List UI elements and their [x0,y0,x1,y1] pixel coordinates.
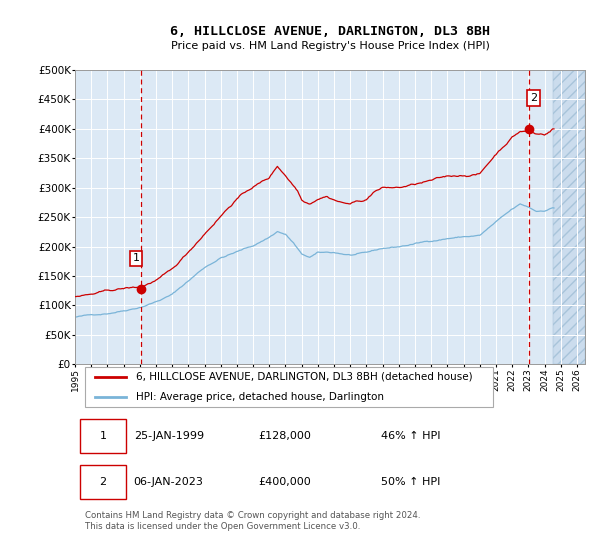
Text: 06-JAN-2023: 06-JAN-2023 [134,477,203,487]
Text: £400,000: £400,000 [259,477,311,487]
Text: 6, HILLCLOSE AVENUE, DARLINGTON, DL3 8BH (detached house): 6, HILLCLOSE AVENUE, DARLINGTON, DL3 8BH… [136,372,473,382]
Text: HPI: Average price, detached house, Darlington: HPI: Average price, detached house, Darl… [136,392,384,402]
Text: 1: 1 [100,431,107,441]
FancyBboxPatch shape [80,465,126,499]
Text: 2: 2 [100,477,107,487]
Bar [85,367,493,407]
Text: 2: 2 [530,94,537,103]
FancyBboxPatch shape [80,419,126,454]
Text: 46% ↑ HPI: 46% ↑ HPI [381,431,440,441]
Text: £128,000: £128,000 [259,431,311,441]
Text: 50% ↑ HPI: 50% ↑ HPI [381,477,440,487]
Text: 6, HILLCLOSE AVENUE, DARLINGTON, DL3 8BH: 6, HILLCLOSE AVENUE, DARLINGTON, DL3 8BH [170,25,490,38]
Text: Contains HM Land Registry data © Crown copyright and database right 2024.
This d: Contains HM Land Registry data © Crown c… [85,511,421,531]
Text: 1: 1 [133,253,140,263]
Text: 25-JAN-1999: 25-JAN-1999 [134,431,204,441]
Text: Price paid vs. HM Land Registry's House Price Index (HPI): Price paid vs. HM Land Registry's House … [170,41,490,51]
